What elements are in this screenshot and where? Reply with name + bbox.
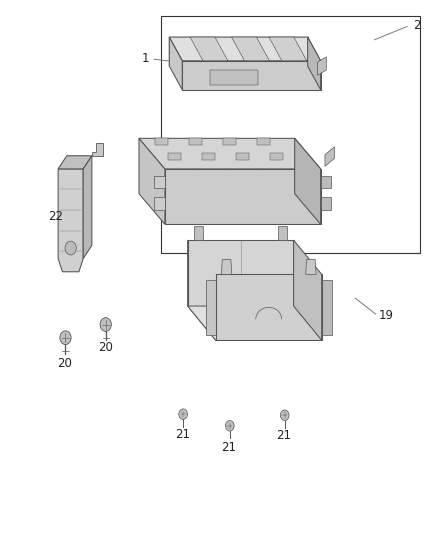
Polygon shape xyxy=(270,153,283,160)
Text: 19: 19 xyxy=(379,309,394,321)
Polygon shape xyxy=(154,197,165,209)
Polygon shape xyxy=(155,138,168,145)
Text: 22: 22 xyxy=(48,210,63,223)
Polygon shape xyxy=(189,138,202,145)
Polygon shape xyxy=(257,138,270,145)
Text: 21: 21 xyxy=(175,429,190,441)
Polygon shape xyxy=(169,37,307,66)
Polygon shape xyxy=(321,176,332,189)
Text: 21: 21 xyxy=(222,441,237,454)
Polygon shape xyxy=(169,37,182,90)
Circle shape xyxy=(65,241,76,255)
Polygon shape xyxy=(168,153,180,160)
Polygon shape xyxy=(58,169,83,272)
Polygon shape xyxy=(243,140,249,167)
Polygon shape xyxy=(190,37,228,61)
Polygon shape xyxy=(187,306,321,341)
Polygon shape xyxy=(325,147,335,166)
Text: 20: 20 xyxy=(57,357,72,370)
Polygon shape xyxy=(206,280,216,335)
Circle shape xyxy=(280,410,289,421)
Polygon shape xyxy=(318,57,326,75)
Text: 18: 18 xyxy=(269,147,284,159)
Polygon shape xyxy=(279,227,287,240)
Polygon shape xyxy=(295,139,321,224)
Polygon shape xyxy=(293,240,321,341)
Polygon shape xyxy=(165,169,321,224)
Polygon shape xyxy=(232,37,269,61)
Polygon shape xyxy=(236,153,249,160)
Polygon shape xyxy=(154,176,165,189)
Polygon shape xyxy=(200,140,249,150)
Polygon shape xyxy=(139,139,165,224)
Polygon shape xyxy=(221,260,232,274)
Polygon shape xyxy=(307,37,321,90)
Polygon shape xyxy=(58,156,92,169)
Polygon shape xyxy=(202,153,215,160)
Bar xyxy=(161,16,420,253)
Polygon shape xyxy=(169,37,321,61)
Text: 20: 20 xyxy=(98,342,113,354)
Text: 2: 2 xyxy=(413,19,421,32)
Polygon shape xyxy=(187,240,293,306)
Polygon shape xyxy=(216,274,321,341)
Polygon shape xyxy=(206,150,249,167)
Polygon shape xyxy=(187,240,216,341)
Circle shape xyxy=(179,409,187,419)
Circle shape xyxy=(60,331,71,344)
Polygon shape xyxy=(269,37,307,61)
Polygon shape xyxy=(223,138,236,145)
Polygon shape xyxy=(83,156,92,259)
Circle shape xyxy=(100,318,111,332)
Text: 21: 21 xyxy=(276,430,291,442)
Circle shape xyxy=(226,421,234,431)
Polygon shape xyxy=(92,142,102,156)
Text: 1: 1 xyxy=(142,52,149,64)
Polygon shape xyxy=(182,61,321,90)
Polygon shape xyxy=(321,197,332,209)
Polygon shape xyxy=(210,70,258,85)
Polygon shape xyxy=(139,139,321,169)
Polygon shape xyxy=(194,227,203,240)
Polygon shape xyxy=(306,260,316,274)
Polygon shape xyxy=(322,280,332,335)
